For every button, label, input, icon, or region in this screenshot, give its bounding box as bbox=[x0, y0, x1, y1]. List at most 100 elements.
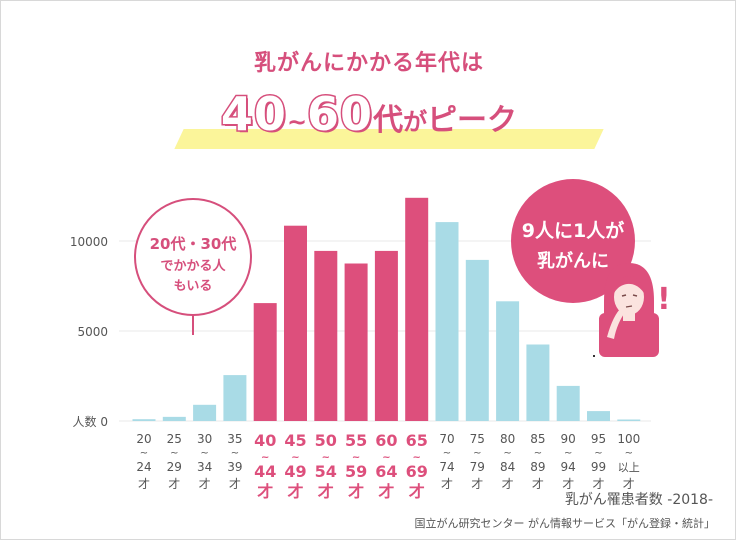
x-tick-bottom: 44 bbox=[254, 462, 276, 481]
x-tick-bottom: 59 bbox=[345, 462, 367, 481]
x-tick-top: 35 bbox=[227, 432, 242, 446]
right-bubble-line1: 9人に1人が bbox=[522, 219, 624, 242]
x-tick-suffix: 才 bbox=[229, 477, 241, 491]
y-tick-label: 5000 bbox=[77, 325, 108, 339]
x-tick-bottom: 49 bbox=[284, 462, 306, 481]
x-tick-suffix: 才 bbox=[532, 477, 544, 491]
exclamation-mark: ! bbox=[657, 282, 671, 317]
x-tick-suffix: 才 bbox=[138, 477, 150, 491]
right-bubble-circle bbox=[511, 179, 635, 303]
chart-x-axis: 20~24才25~29才30~34才35~39才40~44才45~49才50~5… bbox=[136, 431, 640, 501]
x-tick-tilde: ~ bbox=[291, 452, 299, 463]
x-tick-tilde: ~ bbox=[564, 448, 572, 459]
bar-35 bbox=[223, 375, 247, 421]
x-tick-top: 70 bbox=[439, 432, 454, 446]
chart-y-axis: 人数 0 5000 10000 bbox=[70, 235, 108, 429]
x-tick-tilde: ~ bbox=[170, 448, 178, 459]
x-tick-bottom: 34 bbox=[197, 460, 212, 474]
x-tick-bottom: 29 bbox=[167, 460, 182, 474]
headline-ga: が bbox=[403, 108, 428, 136]
x-tick-tilde: ~ bbox=[413, 452, 421, 463]
bar-75 bbox=[465, 259, 489, 421]
x-tick-suffix: 才 bbox=[623, 477, 635, 491]
bar-30 bbox=[193, 404, 217, 421]
bar-95 bbox=[587, 411, 610, 421]
x-tick-suffix: 才 bbox=[257, 482, 273, 501]
x-tick-suffix: 才 bbox=[592, 477, 604, 491]
x-tick-bottom: 69 bbox=[406, 462, 428, 481]
x-tick-bottom: 24 bbox=[136, 460, 151, 474]
x-tick-top: 65 bbox=[406, 431, 428, 450]
y-tick-label: 10000 bbox=[70, 235, 108, 249]
x-tick-bottom: 54 bbox=[315, 462, 337, 481]
left-bubble-line1: 20代・30代 bbox=[150, 235, 237, 253]
x-tick-suffix: 才 bbox=[348, 482, 364, 501]
headline-age-end: 60 bbox=[306, 86, 374, 143]
x-tick-tilde: ~ bbox=[322, 452, 330, 463]
x-tick-top: 90 bbox=[561, 432, 576, 446]
x-tick-top: 25 bbox=[167, 432, 182, 446]
x-tick-suffix: 才 bbox=[502, 477, 514, 491]
worried-woman-illustration bbox=[593, 263, 659, 357]
left-bubble-line3: もいる bbox=[174, 279, 213, 294]
x-tick-top: 45 bbox=[284, 431, 306, 450]
bar-100 bbox=[617, 419, 641, 421]
headline-dai: 代 bbox=[373, 103, 404, 138]
left-bubble-line2: でかかる人 bbox=[160, 258, 226, 274]
x-tick-suffix: 才 bbox=[287, 482, 303, 501]
source-title: 乳がん罹患者数 -2018- bbox=[564, 492, 713, 508]
x-tick-top: 80 bbox=[500, 432, 515, 446]
x-tick-tilde: ~ bbox=[200, 448, 208, 459]
bar-45 bbox=[284, 225, 307, 421]
x-tick-top: 40 bbox=[254, 431, 276, 450]
x-tick-tilde: ~ bbox=[231, 448, 239, 459]
x-tick-tilde: ~ bbox=[443, 448, 451, 459]
page-title: 乳がんにかかる年代は bbox=[253, 51, 484, 76]
x-tick-tilde: ~ bbox=[382, 452, 390, 463]
x-tick-suffix: 才 bbox=[441, 477, 453, 491]
x-tick-top: 20 bbox=[136, 432, 151, 446]
x-tick-top: 60 bbox=[375, 431, 397, 450]
x-tick-bottom: 84 bbox=[500, 460, 515, 474]
x-tick-bottom: 79 bbox=[470, 460, 485, 474]
x-tick-bottom: 39 bbox=[227, 460, 242, 474]
x-tick-bottom: 89 bbox=[530, 460, 545, 474]
bar-50 bbox=[314, 250, 338, 421]
x-tick-top: 95 bbox=[591, 432, 606, 446]
x-tick-suffix: 才 bbox=[378, 482, 394, 501]
x-tick-top: 50 bbox=[315, 431, 337, 450]
x-tick-bottom: 74 bbox=[439, 460, 454, 474]
x-tick-tilde: ~ bbox=[625, 448, 633, 459]
x-tick-tilde: ~ bbox=[503, 448, 511, 459]
x-tick-tilde: ~ bbox=[473, 448, 481, 459]
bar-65 bbox=[405, 197, 429, 421]
left-callout-bubble: 20代・30代 でかかる人 もいる bbox=[134, 198, 252, 335]
bar-55 bbox=[344, 263, 368, 421]
x-tick-top: 85 bbox=[530, 432, 545, 446]
right-bubble-line2: 乳がんに bbox=[537, 250, 609, 272]
right-callout-bubble: 9人に1人が 乳がんに bbox=[511, 179, 635, 303]
x-tick-bottom: 99 bbox=[591, 460, 606, 474]
x-tick-top: 100 bbox=[617, 432, 640, 446]
x-tick-suffix: 才 bbox=[562, 477, 574, 491]
bar-40 bbox=[253, 303, 277, 421]
x-tick-tilde: ~ bbox=[534, 448, 542, 459]
headline: 40~60代がピーク bbox=[1, 86, 735, 143]
x-tick-tilde: ~ bbox=[261, 452, 269, 463]
chart-bars bbox=[132, 197, 641, 421]
headline-tilde: ~ bbox=[286, 108, 308, 136]
left-bubble-circle bbox=[134, 198, 252, 316]
source-credit: 国立がん研究センター がん情報サービス「がん登録・統計」 bbox=[414, 517, 716, 530]
x-tick-tilde: ~ bbox=[352, 452, 360, 463]
x-tick-bottom: 以上 bbox=[618, 461, 640, 474]
headline-age-start: 40 bbox=[219, 86, 287, 143]
bar-25 bbox=[162, 416, 186, 421]
x-tick-top: 55 bbox=[345, 431, 367, 450]
x-tick-suffix: 才 bbox=[168, 477, 180, 491]
y-tick-label: 人数 0 bbox=[73, 414, 108, 429]
x-tick-top: 30 bbox=[197, 432, 212, 446]
bar-80 bbox=[496, 301, 520, 421]
x-tick-tilde: ~ bbox=[140, 448, 148, 459]
x-tick-suffix: 才 bbox=[409, 482, 425, 501]
x-tick-suffix: 才 bbox=[471, 477, 483, 491]
